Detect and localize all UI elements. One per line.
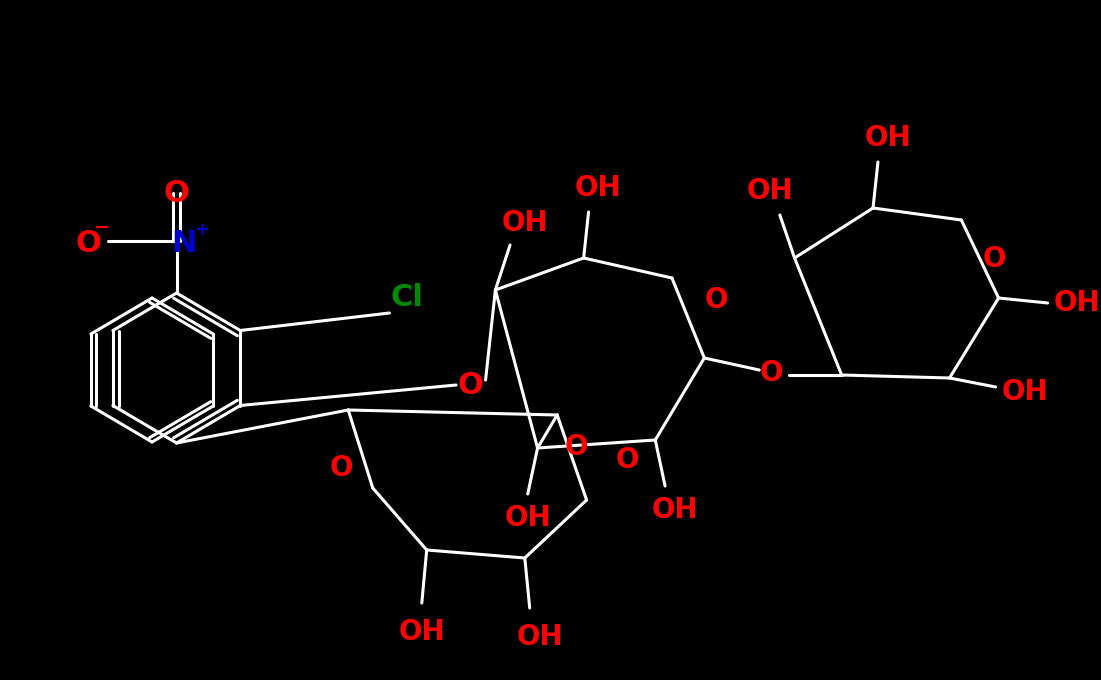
Text: OH: OH [399,618,445,646]
Text: OH: OH [1002,378,1048,406]
Text: OH: OH [501,209,548,237]
Text: +: + [195,221,209,239]
Text: OH: OH [504,504,552,532]
Text: O: O [75,228,101,258]
Text: O: O [705,286,728,314]
Text: OH: OH [1054,289,1100,317]
Text: O: O [983,245,1006,273]
Text: OH: OH [516,623,563,651]
Text: OH: OH [864,124,911,152]
Text: Cl: Cl [391,284,424,313]
Text: OH: OH [746,177,794,205]
Text: O: O [164,178,189,207]
Text: O: O [617,446,640,474]
Text: OH: OH [575,174,622,202]
Text: O: O [565,433,589,461]
Text: −: − [94,218,110,237]
Text: OH: OH [652,496,698,524]
Text: O: O [329,454,353,482]
Text: O: O [760,359,783,387]
Text: N: N [172,228,197,258]
Text: O: O [458,371,483,400]
